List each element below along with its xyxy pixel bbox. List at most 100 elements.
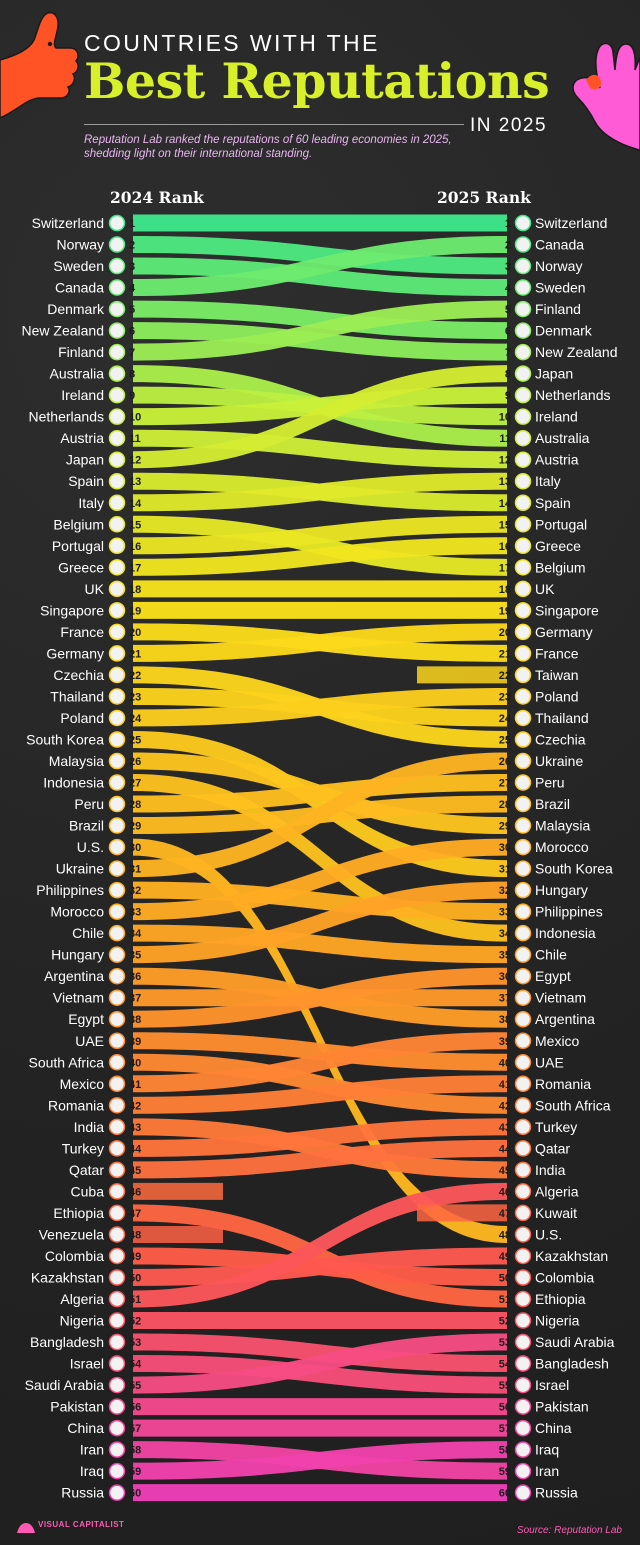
rank-2024-10: 10: [129, 412, 141, 424]
rank-2024-28: 28: [129, 799, 141, 811]
band-south-korea: [133, 730, 507, 878]
label-2025-portugal: Portugal: [535, 516, 587, 532]
flag-icon-vietnam: [108, 989, 126, 1006]
rank-2025-10: 10: [499, 412, 511, 424]
rank-2024-58: 58: [129, 1445, 141, 1457]
flag-icon-2025-new-zealand: [514, 343, 532, 361]
flag-icon-algeria: [108, 1290, 126, 1308]
rank-2025-35: 35: [499, 950, 511, 962]
rank-2025-19: 19: [499, 605, 511, 617]
flag-icon-thailand: [108, 688, 126, 705]
label-2024-australia: Australia: [50, 366, 105, 382]
rank-2024-47: 47: [129, 1208, 141, 1220]
flag-icon-2025-canada: [514, 236, 532, 253]
rank-2024-36: 36: [129, 971, 141, 983]
flag-icon-belgium: [108, 516, 126, 533]
band-hungary: [133, 881, 507, 964]
label-2024-ethiopia: Ethiopia: [53, 1205, 104, 1221]
flag-icon-greece: [108, 559, 126, 576]
label-2025-mexico: Mexico: [535, 1033, 580, 1049]
flag-icon-2025-turkey: [514, 1118, 532, 1136]
band-iraq: [133, 1441, 507, 1480]
flag-icon-finland: [108, 343, 126, 361]
label-2024-u-s: U.S.: [77, 839, 104, 855]
label-2025-vietnam: Vietnam: [535, 990, 586, 1006]
rank-2025-6: 6: [505, 326, 511, 338]
thumbs-up-icon: [0, 12, 79, 119]
label-2024-japan: Japan: [66, 452, 104, 468]
rank-2025-56: 56: [499, 1402, 511, 1414]
label-2025-saudi-arabia: Saudi Arabia: [535, 1334, 615, 1350]
band-japan: [133, 365, 507, 469]
rank-2025-14: 14: [499, 498, 512, 510]
rank-2025-49: 49: [499, 1251, 511, 1263]
flag-icon-peru: [108, 795, 126, 813]
visual-capitalist-logo-icon: [17, 1523, 35, 1533]
rank-2024-31: 31: [129, 864, 141, 876]
rank-2024-46: 46: [129, 1186, 141, 1198]
flag-icon-2025-indonesia: [514, 924, 532, 942]
band-pakistan: [133, 1398, 507, 1416]
rank-2025-8: 8: [505, 369, 511, 381]
label-2024-new-zealand: New Zealand: [22, 323, 105, 339]
flag-icon-ireland: [108, 386, 126, 404]
flag-icon-2025-kuwait: [514, 1204, 532, 1222]
rank-2025-9: 9: [505, 390, 511, 402]
flag-icon-u-s: [108, 838, 126, 856]
flag-icon-2025-ukraine: [514, 752, 532, 770]
band-philippines: [133, 881, 507, 921]
flag-icon-2025-finland: [514, 300, 532, 318]
rank-2024-27: 27: [129, 778, 141, 790]
flag-icon-2025-australia: [514, 429, 532, 447]
flag-icon-norway: [108, 236, 126, 253]
rank-2024-2: 2: [129, 240, 135, 252]
band-u-s: [133, 838, 507, 1243]
label-2025-morocco: Morocco: [535, 839, 589, 855]
rank-2025-31: 31: [499, 864, 511, 876]
rank-2024-29: 29: [129, 821, 141, 833]
rank-2024-12: 12: [129, 455, 141, 467]
rank-2025-3: 3: [505, 261, 511, 273]
rank-2025-7: 7: [505, 347, 511, 359]
flag-icon-2025-vietnam: [514, 989, 532, 1006]
label-2024-vietnam: Vietnam: [53, 990, 104, 1006]
flag-icon-2025-peru: [514, 774, 532, 791]
label-2025-malaysia: Malaysia: [535, 818, 590, 834]
rank-2024-54: 54: [129, 1359, 142, 1371]
year-tag: IN 2025: [470, 115, 548, 136]
label-2024-algeria: Algeria: [60, 1291, 104, 1307]
rank-2025-12: 12: [499, 455, 511, 467]
rank-2025-18: 18: [499, 584, 511, 596]
flag-icon-2025-brazil: [514, 795, 532, 813]
band-bangladesh: [133, 1333, 507, 1373]
rank-2025-40: 40: [499, 1057, 511, 1069]
label-2025-thailand: Thailand: [535, 710, 589, 726]
label-2024-poland: Poland: [60, 710, 104, 726]
rank-2024-57: 57: [129, 1423, 141, 1435]
label-2025-czechia: Czechia: [535, 731, 586, 747]
label-2024-turkey: Turkey: [62, 1140, 104, 1156]
flag-icon-singapore: [108, 602, 126, 619]
band-nigeria: [133, 1312, 507, 1330]
label-2024-morocco: Morocco: [50, 904, 104, 920]
label-2024-china: China: [67, 1420, 104, 1436]
rank-2024-42: 42: [129, 1100, 141, 1112]
label-2025-japan: Japan: [535, 366, 573, 382]
band-turkey: [133, 1118, 507, 1157]
label-2025-south-africa: South Africa: [535, 1097, 611, 1113]
flag-icon-israel: [108, 1355, 126, 1372]
label-2025-egypt: Egypt: [535, 968, 571, 984]
flag-icon-2025-iran: [514, 1462, 532, 1480]
subtitle: Reputation Lab ranked the reputations of…: [84, 134, 452, 160]
flag-icon-2025-kazakhstan: [514, 1247, 532, 1265]
band-greece: [133, 537, 507, 576]
label-2024-norway: Norway: [57, 237, 104, 253]
rank-2025-33: 33: [499, 907, 511, 919]
flag-icon-2025-bangladesh: [514, 1355, 532, 1372]
label-2025-belgium: Belgium: [535, 559, 586, 575]
label-2024-czechia: Czechia: [53, 667, 104, 683]
ok-hand-icon: [572, 42, 640, 151]
band-peru: [133, 774, 507, 813]
label-2025-bangladesh: Bangladesh: [535, 1356, 609, 1372]
label-2025-nigeria: Nigeria: [535, 1313, 580, 1329]
